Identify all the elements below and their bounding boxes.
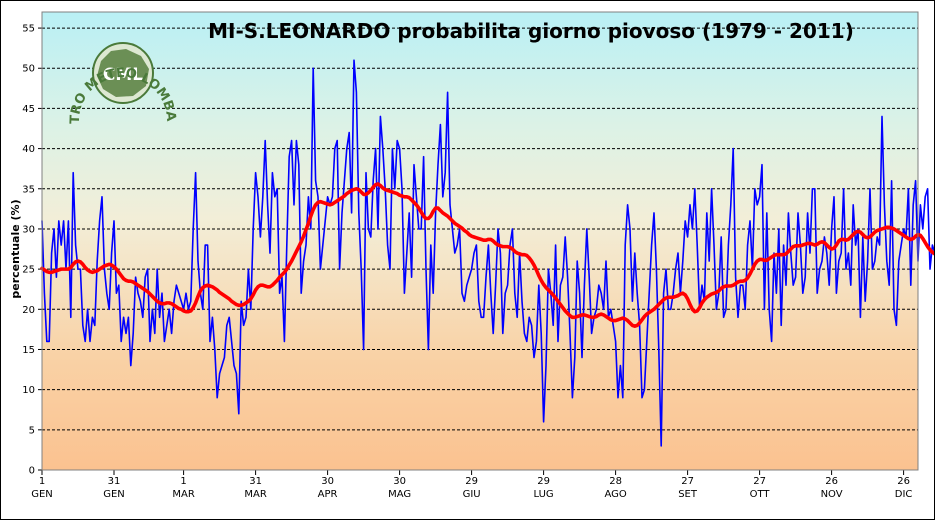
x-tick-day-label: 30 (321, 476, 334, 487)
x-tick-month-label: MAR (172, 489, 194, 500)
x-axis-ticks: 1 GEN 31 GEN 1 MAR 31 MAR 30 APR 30 MAG 29 GIU 29 LUG 28… (31, 469, 918, 500)
x-tick-day-label: 29 (537, 476, 550, 487)
x-tick-month-label: LUG (534, 489, 554, 500)
x-tick-day-label: 1 (39, 476, 45, 487)
x-tick-month-label: MAG (388, 489, 411, 500)
x-tick-month-label: NOV (821, 489, 843, 500)
x-tick-day-label: 28 (609, 476, 622, 487)
x-tick-month-label: AGO (604, 489, 626, 500)
x-tick-month-label: GIU (463, 489, 481, 500)
y-tick-label: 5 (29, 425, 35, 436)
y-tick-label: 35 (22, 184, 35, 195)
y-tick-label: 25 (22, 265, 35, 276)
x-tick-day-label: 27 (753, 476, 766, 487)
y-axis-ticks: 0 5 10 15 20 25 30 35 40 45 50 55 (22, 24, 42, 477)
daily-probability-series-line (41, 59, 934, 447)
chart-title: MI-S.LEONARDO probabilita giorno piovoso… (208, 19, 854, 43)
y-tick-label: 50 (22, 64, 35, 75)
y-tick-label: 20 (22, 305, 35, 316)
plot-area (42, 12, 918, 470)
logo-center-text: CML (103, 65, 143, 85)
x-tick-month-label: MAR (244, 489, 266, 500)
x-tick-day-label: 30 (393, 476, 406, 487)
x-tick-month-label: OTT (750, 489, 771, 500)
y-tick-label: 40 (22, 144, 35, 155)
x-tick-day-label: 31 (108, 476, 121, 487)
series-group (40, 59, 934, 447)
region-shape-icon (97, 49, 149, 97)
y-tick-label: 0 (29, 466, 35, 477)
x-tick-month-label: GEN (31, 489, 53, 500)
x-tick-day-label: 26 (897, 476, 910, 487)
x-tick-day-label: 27 (681, 476, 694, 487)
y-tick-label: 10 (22, 385, 35, 396)
y-axis-label: percentuale (%) (9, 199, 22, 298)
plot-border (41, 11, 919, 471)
moving-average-series-line (40, 182, 934, 328)
x-tick-day-label: 26 (825, 476, 838, 487)
x-tick-day-label: 31 (249, 476, 262, 487)
y-tick-label: 55 (22, 24, 35, 35)
y-tick-label: 45 (22, 104, 35, 115)
y-tick-label: 15 (22, 345, 35, 356)
x-tick-month-label: DIC (895, 489, 913, 500)
y-tick-label: 30 (22, 224, 35, 235)
x-tick-day-label: 29 (465, 476, 478, 487)
x-tick-month-label: APR (318, 489, 338, 500)
x-tick-month-label: GEN (103, 489, 125, 500)
x-tick-month-label: SET (678, 489, 698, 500)
x-tick-day-label: 1 (180, 476, 186, 487)
